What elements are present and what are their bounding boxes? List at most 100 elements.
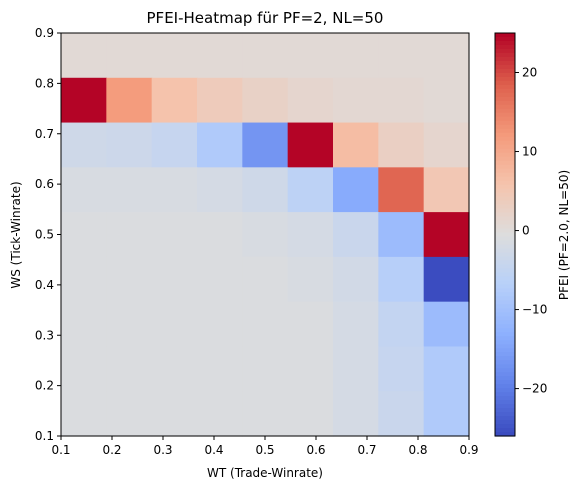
colorbar-segment	[495, 252, 515, 258]
colorbar-segment	[495, 228, 515, 234]
heatmap-cell	[197, 33, 243, 79]
colorbar-segment	[495, 384, 515, 389]
colorbar-segment	[495, 36, 515, 42]
colorbar-segment	[495, 308, 515, 313]
heatmap-cell	[287, 212, 334, 258]
colorbar-segment	[495, 356, 515, 361]
colorbar-tick-label: 10	[522, 145, 537, 159]
colorbar-segment	[495, 240, 515, 246]
colorbar-segment	[495, 64, 515, 70]
colorbar-segment	[495, 116, 515, 122]
colorbar-segment	[495, 144, 515, 150]
y-tick-label: 0.4	[35, 278, 54, 292]
colorbar-segment	[495, 176, 515, 182]
heatmap-cell	[242, 33, 289, 79]
heatmap-cell	[333, 77, 379, 124]
y-axis-label: WS (Tick-Winrate)	[9, 181, 23, 288]
heatmap-cell	[106, 122, 153, 168]
colorbar-segment	[495, 276, 515, 281]
colorbar-segment	[495, 164, 515, 170]
heatmap-cell	[287, 256, 334, 303]
colorbar-tick-label: 0	[522, 224, 530, 238]
heatmap-cell	[151, 212, 198, 258]
colorbar-tick-label: −20	[522, 382, 547, 396]
colorbar-tick-label: 20	[522, 66, 537, 80]
x-tick-label: 0.4	[204, 443, 223, 457]
y-tick-label: 0.1	[35, 429, 54, 443]
heatmap-cell	[197, 167, 243, 213]
heatmap-cell	[333, 33, 379, 79]
colorbar-segment	[495, 260, 515, 266]
heatmap-cell	[242, 256, 289, 303]
heatmap-cell	[423, 122, 470, 168]
y-tick-label: 0.9	[35, 26, 54, 40]
colorbar-segment	[495, 268, 515, 274]
heatmap-cell	[378, 301, 425, 348]
heatmap-cell	[378, 256, 425, 303]
colorbar-segment	[495, 424, 515, 429]
colorbar-segment	[495, 372, 515, 377]
heatmap-cell	[423, 346, 470, 392]
colorbar-segment	[495, 400, 515, 405]
heatmap-cell	[378, 33, 425, 79]
heatmap-cell	[333, 212, 379, 258]
x-tick-label: 0.8	[408, 443, 427, 457]
colorbar-segment	[495, 364, 515, 369]
colorbar-segment	[495, 420, 515, 425]
colorbar-segment	[495, 292, 515, 297]
heatmap-cell	[197, 346, 243, 392]
heatmap-cell	[151, 122, 198, 168]
colorbar-segment	[495, 428, 515, 433]
colorbar-segment	[495, 344, 515, 349]
colorbar-segment	[495, 212, 515, 218]
heatmap-cell	[242, 301, 289, 348]
colorbar-segment	[495, 140, 515, 146]
heatmap-cell	[423, 301, 470, 348]
heatmap-cell	[197, 256, 243, 303]
heatmap-cell	[287, 346, 334, 392]
colorbar-segment	[495, 412, 515, 417]
chart-title: PFEI-Heatmap für PF=2, NL=50	[147, 9, 384, 27]
colorbar-segment	[495, 136, 515, 142]
heatmap-cell	[242, 346, 289, 392]
colorbar-label: PFEI (PF=2.0, NL=50)	[557, 170, 571, 300]
colorbar-segment	[495, 168, 515, 174]
colorbar-segment	[495, 220, 515, 226]
colorbar-tick-label: −10	[522, 303, 547, 317]
colorbar-segment	[495, 180, 515, 186]
colorbar-segment	[495, 56, 515, 62]
colorbar-segment	[495, 288, 515, 293]
y-tick-label: 0.6	[35, 177, 54, 191]
heatmap-cell	[242, 167, 289, 213]
colorbar-segment	[495, 380, 515, 385]
heatmap-cell	[151, 346, 198, 392]
colorbar-segment	[495, 108, 515, 114]
heatmap-cell	[378, 391, 425, 437]
colorbar-frame	[494, 32, 516, 437]
heatmap-cell	[106, 77, 153, 124]
heatmap-cell	[287, 122, 334, 168]
x-tick-label: 0.6	[306, 443, 325, 457]
heatmap-cell	[151, 33, 198, 79]
colorbar-segment	[495, 392, 515, 397]
heatmap-cell	[106, 33, 153, 79]
heatmap-cell	[197, 122, 243, 168]
colorbar-segment	[495, 76, 515, 82]
heatmap-cell	[423, 77, 470, 124]
colorbar-segment	[495, 256, 515, 262]
x-axis-label: WT (Trade-Winrate)	[207, 466, 323, 480]
colorbar-segment	[495, 33, 515, 38]
heatmap-cell	[423, 212, 470, 258]
heatmap-cell	[106, 301, 153, 348]
x-axis-ticks: 0.1 0.2 0.3 0.4 0.5 0.6 0.7 0.8 0.9	[51, 436, 479, 457]
colorbar-segment	[495, 244, 515, 250]
colorbar-segment	[495, 396, 515, 401]
heatmap-cell	[287, 391, 334, 437]
heatmap-cell	[423, 33, 470, 79]
colorbar-segment	[495, 376, 515, 381]
colorbar-segment	[495, 208, 515, 214]
colorbar-segment	[495, 232, 515, 238]
colorbar-segment	[495, 296, 515, 301]
colorbar-segment	[495, 92, 515, 98]
heatmap-cell	[287, 77, 334, 124]
